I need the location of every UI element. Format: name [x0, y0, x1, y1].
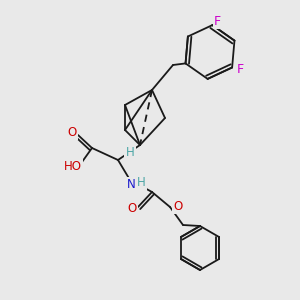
Text: O: O [128, 202, 136, 215]
Text: H: H [126, 146, 134, 158]
Text: F: F [214, 15, 221, 28]
Text: F: F [237, 63, 244, 76]
Text: HO: HO [64, 160, 82, 172]
Text: N: N [127, 178, 135, 191]
Text: O: O [68, 125, 76, 139]
Text: O: O [173, 200, 183, 212]
Text: H: H [136, 176, 146, 190]
